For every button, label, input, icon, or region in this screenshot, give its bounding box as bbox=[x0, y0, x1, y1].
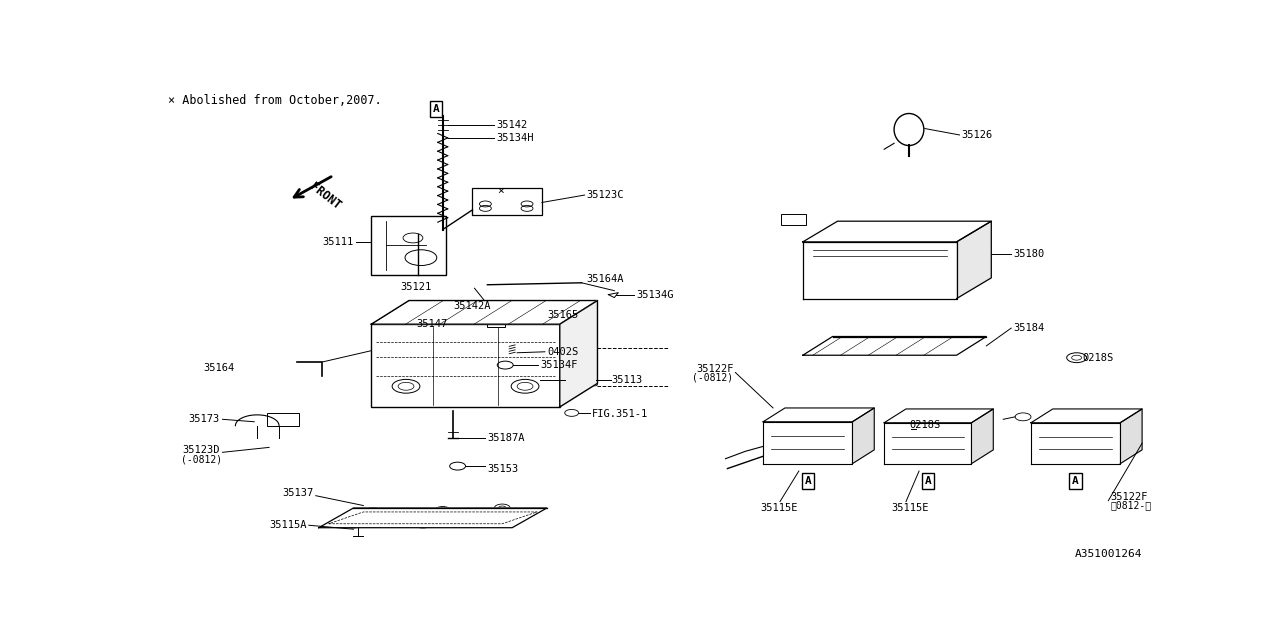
Polygon shape bbox=[1120, 409, 1142, 463]
Polygon shape bbox=[956, 221, 991, 298]
Polygon shape bbox=[319, 508, 547, 528]
Polygon shape bbox=[884, 409, 993, 423]
Text: 35164: 35164 bbox=[204, 362, 234, 372]
Text: 35115A: 35115A bbox=[269, 520, 307, 531]
Text: 35187A: 35187A bbox=[488, 433, 525, 442]
Text: 0218S: 0218S bbox=[909, 420, 941, 430]
Text: 35164A: 35164A bbox=[586, 274, 625, 284]
Text: 35122F: 35122F bbox=[1110, 492, 1148, 502]
Polygon shape bbox=[559, 301, 598, 407]
Text: A: A bbox=[433, 104, 439, 114]
Text: (-0812): (-0812) bbox=[692, 372, 733, 383]
Polygon shape bbox=[852, 408, 874, 463]
Text: 35121: 35121 bbox=[401, 282, 431, 292]
Polygon shape bbox=[763, 408, 874, 422]
Text: 35113: 35113 bbox=[612, 375, 643, 385]
Text: 35142A: 35142A bbox=[453, 301, 492, 311]
Text: 35115E: 35115E bbox=[760, 503, 797, 513]
Text: 35122F: 35122F bbox=[696, 364, 733, 374]
Polygon shape bbox=[972, 409, 993, 463]
Bar bbox=[371, 216, 445, 275]
Text: ×: × bbox=[498, 186, 504, 196]
Bar bbox=[268, 413, 300, 426]
Polygon shape bbox=[1030, 409, 1142, 423]
Text: A351001264: A351001264 bbox=[1075, 548, 1142, 559]
Polygon shape bbox=[803, 221, 991, 242]
Text: 35153: 35153 bbox=[488, 463, 518, 474]
Bar bbox=[488, 322, 506, 326]
Text: 35126: 35126 bbox=[961, 130, 993, 140]
Text: 35165: 35165 bbox=[547, 310, 579, 320]
Text: 35115E: 35115E bbox=[891, 503, 928, 513]
Bar bbox=[781, 214, 806, 225]
Text: 0402S: 0402S bbox=[547, 347, 579, 356]
Text: A: A bbox=[924, 476, 931, 486]
Bar bbox=[472, 188, 541, 215]
Text: 35137: 35137 bbox=[283, 488, 314, 498]
Polygon shape bbox=[884, 423, 972, 463]
Text: 35134F: 35134F bbox=[540, 360, 577, 370]
Text: 35134G: 35134G bbox=[636, 290, 673, 300]
Text: FIG.351-1: FIG.351-1 bbox=[591, 410, 648, 419]
Text: A: A bbox=[804, 476, 812, 486]
Bar bbox=[371, 324, 559, 407]
Text: FRONT: FRONT bbox=[307, 180, 343, 212]
Text: 35123C: 35123C bbox=[586, 190, 625, 200]
Text: 35134H: 35134H bbox=[497, 133, 534, 143]
Polygon shape bbox=[763, 422, 852, 463]
Text: (-0812): (-0812) bbox=[182, 454, 223, 464]
Text: 35173: 35173 bbox=[188, 414, 220, 424]
Polygon shape bbox=[803, 337, 987, 355]
Polygon shape bbox=[371, 301, 598, 324]
Polygon shape bbox=[1030, 423, 1120, 463]
Text: × Abolished from October,2007.: × Abolished from October,2007. bbox=[168, 94, 381, 107]
Text: 〈0812-〉: 〈0812-〉 bbox=[1110, 500, 1152, 511]
Text: A: A bbox=[1073, 476, 1079, 486]
Text: 35123D: 35123D bbox=[182, 445, 220, 455]
Text: 35111: 35111 bbox=[323, 237, 353, 248]
Text: 35184: 35184 bbox=[1014, 323, 1044, 333]
Text: 0218S: 0218S bbox=[1083, 353, 1114, 363]
Text: 35147: 35147 bbox=[416, 319, 448, 329]
Text: 35180: 35180 bbox=[1014, 249, 1044, 259]
Text: 35142: 35142 bbox=[497, 120, 527, 130]
Polygon shape bbox=[803, 242, 956, 298]
